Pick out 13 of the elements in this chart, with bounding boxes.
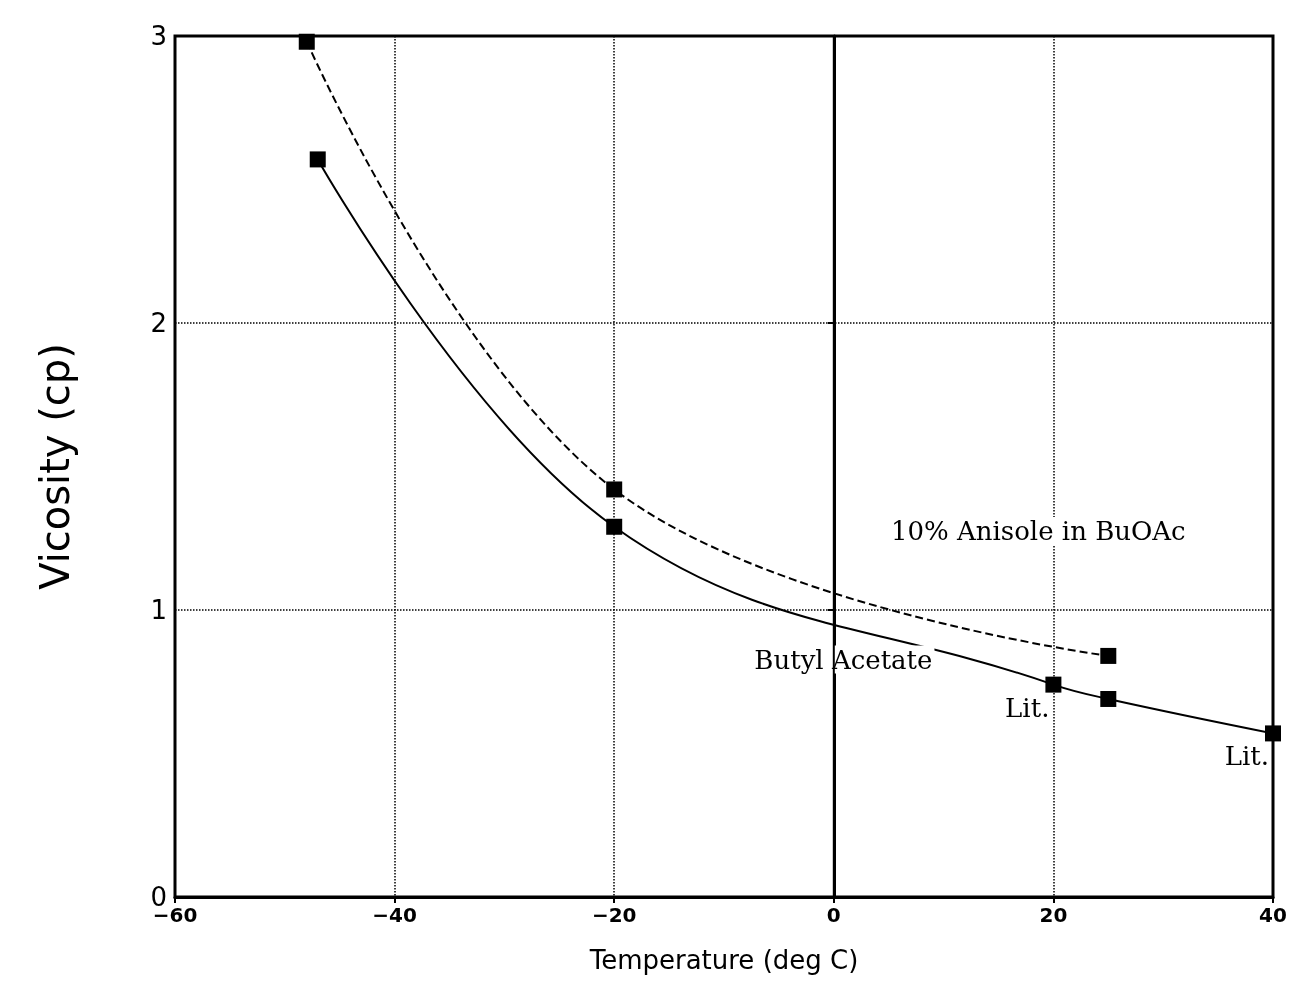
x-tick-label: 40 [1259, 903, 1287, 927]
y-tick-label: 3 [150, 21, 167, 51]
x-tick-label: −20 [591, 903, 637, 927]
text: 10% Anisole in BuOAc [890, 515, 1186, 546]
x-tick-label: 0 [826, 903, 841, 927]
y-axis-title: Vicosity (cp) [32, 343, 78, 590]
y-tick-label: 2 [150, 308, 167, 338]
y-tick-label: 1 [150, 595, 167, 625]
annotation: Lit. [1224, 741, 1269, 772]
annotation: Lit. [1005, 692, 1050, 723]
x-tick-label: −40 [372, 903, 417, 927]
x-tick-label: 20 [1039, 903, 1068, 927]
x-axis-title: Temperature (deg C) [588, 945, 859, 975]
